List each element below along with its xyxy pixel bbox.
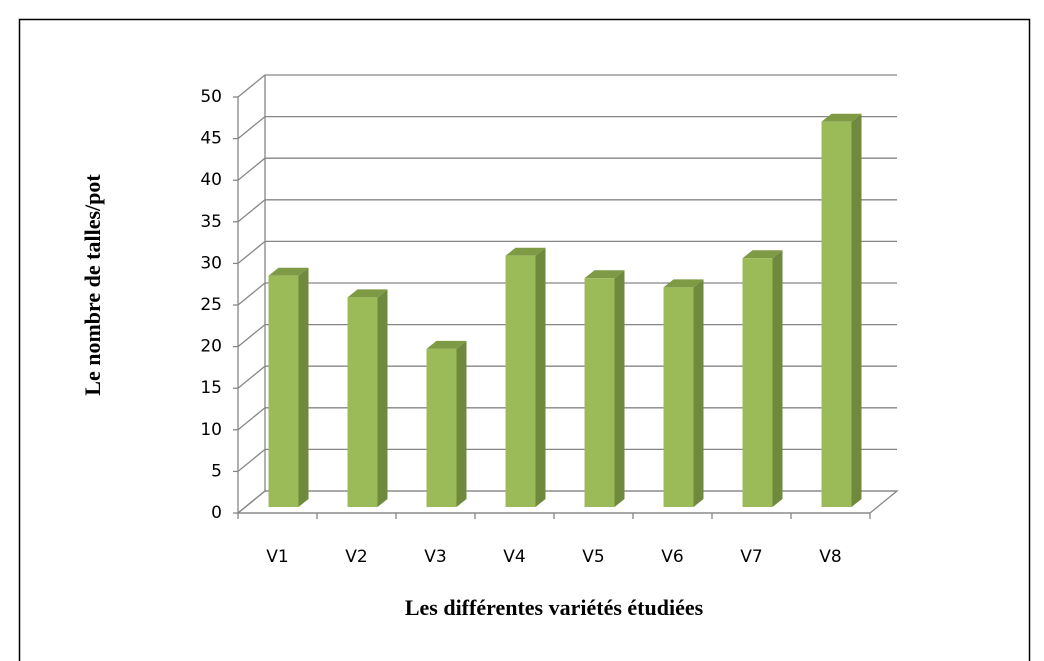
y-tick-label: 40 <box>200 170 222 190</box>
x-tick-label: V1 <box>266 547 288 567</box>
bar <box>426 340 467 507</box>
y-tick-label: 30 <box>200 253 222 273</box>
bar-top <box>663 279 704 288</box>
y-tick-label: 5 <box>211 461 222 481</box>
y-axis-title: Le nombre de talles/pot <box>80 174 105 396</box>
y-tick-label: 15 <box>200 378 222 398</box>
floor <box>236 490 899 514</box>
bar-side <box>693 279 704 507</box>
x-tick-label: V8 <box>819 547 841 567</box>
grid-line <box>237 240 897 264</box>
bar <box>742 250 783 507</box>
bar-side <box>535 247 546 507</box>
y-tick-label: 35 <box>200 212 222 232</box>
bar-front <box>663 287 694 507</box>
y-tick-label: 45 <box>200 129 222 149</box>
x-axis-title: Les différentes variétés étudiées <box>405 595 704 620</box>
bar-top <box>505 247 546 256</box>
grid-line <box>237 490 897 514</box>
grid-line <box>237 74 897 98</box>
bar-front <box>505 255 536 507</box>
bar <box>505 247 546 507</box>
grid-line <box>237 365 897 389</box>
grid-line <box>237 407 897 431</box>
bar-top <box>742 250 783 259</box>
bar-top <box>268 267 309 276</box>
bar <box>821 113 862 507</box>
y-tick-label: 50 <box>200 87 222 107</box>
x-tick-label: V5 <box>582 547 604 567</box>
grid-line <box>237 115 897 140</box>
x-tick-label: V6 <box>661 547 683 567</box>
y-tick-label: 10 <box>200 420 222 440</box>
bar <box>347 289 388 507</box>
bar-side <box>377 289 388 507</box>
bar-top <box>584 270 625 279</box>
bar-front <box>268 275 299 507</box>
bar-side <box>298 267 309 507</box>
grid-line <box>237 157 897 181</box>
grid-line <box>237 323 897 348</box>
bar-front <box>742 258 773 507</box>
bar-side <box>851 113 862 507</box>
bar-front <box>584 278 615 507</box>
y-tick-label: 0 <box>211 503 222 523</box>
bar-front <box>821 121 852 507</box>
x-tick-label: V3 <box>424 547 446 567</box>
bar-top <box>347 289 388 298</box>
bar <box>268 267 309 507</box>
bar-side <box>456 340 467 507</box>
bar <box>663 279 704 507</box>
grid-line <box>237 199 897 223</box>
bar-top <box>821 113 862 122</box>
bar-side <box>772 250 783 507</box>
y-tick-label: 25 <box>200 295 222 315</box>
bar-front <box>426 348 457 507</box>
y-tick-label: 20 <box>200 337 222 357</box>
x-tick-label: V2 <box>345 547 367 567</box>
x-tick-label: V7 <box>740 547 762 567</box>
grid-line <box>237 282 897 306</box>
x-tick-label: V4 <box>503 547 525 567</box>
bar-top <box>426 340 467 349</box>
frame <box>18 18 1031 661</box>
grid-line <box>237 448 897 472</box>
bar-side <box>614 270 625 507</box>
bar-front <box>347 297 378 507</box>
bar <box>584 270 625 507</box>
